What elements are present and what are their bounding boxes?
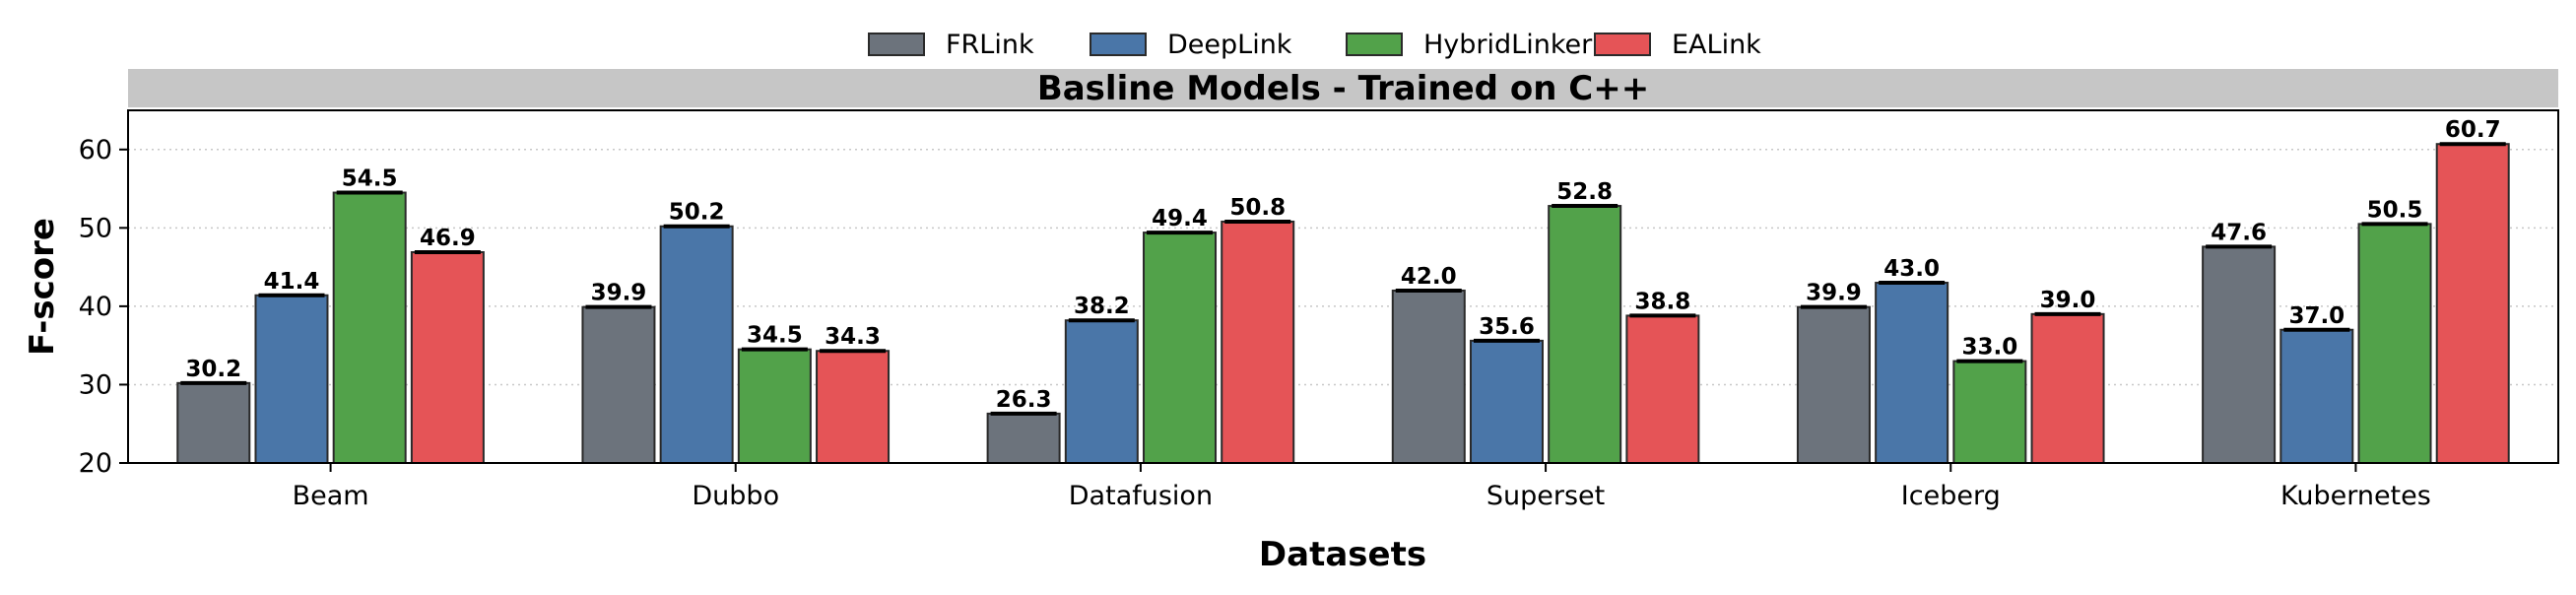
x-tick-label: Dubbo bbox=[692, 481, 779, 511]
legend-label: HybridLinker bbox=[1423, 30, 1593, 60]
legend-item-ealink: EALink bbox=[1594, 30, 1761, 60]
data-label: 39.9 bbox=[1806, 281, 1862, 306]
y-tick-label: 20 bbox=[79, 448, 112, 479]
bar-frlink-kubernetes bbox=[2202, 245, 2277, 464]
data-label: 50.2 bbox=[669, 200, 725, 226]
data-label: 46.9 bbox=[420, 226, 476, 251]
data-label: 52.8 bbox=[1556, 179, 1613, 205]
legend-swatch bbox=[1594, 33, 1651, 56]
bar-deeplink-superset bbox=[1469, 339, 1544, 465]
data-label: 37.0 bbox=[2288, 303, 2345, 329]
chart-title: Basline Models - Trained on C++ bbox=[1037, 69, 1649, 108]
x-tick-label: Iceberg bbox=[1901, 481, 2001, 511]
data-labels: 30.2 41.4 54.5 46.9 39.9 50.2 34.5 34.3 26.3 38.2… bbox=[185, 117, 2500, 413]
data-label: 50.5 bbox=[2367, 197, 2423, 223]
y-tick-label: 30 bbox=[79, 369, 112, 400]
data-label: 34.3 bbox=[825, 324, 881, 350]
y-axis-label: F-score bbox=[23, 218, 62, 356]
y-tick-label: 60 bbox=[79, 135, 112, 165]
data-label: 39.0 bbox=[2040, 288, 2096, 313]
bar-hybridlinker-datafusion bbox=[1143, 231, 1218, 464]
bar-ealink-iceberg bbox=[2030, 312, 2105, 464]
x-axis: Beam Dubbo Datafusion Superset Iceberg Kubern… bbox=[293, 463, 2431, 511]
x-tick-label: Superset bbox=[1486, 481, 1605, 511]
y-tick-label: 50 bbox=[79, 213, 112, 243]
data-label: 35.6 bbox=[1479, 314, 1535, 340]
bar-hybridlinker-iceberg bbox=[1952, 360, 2027, 465]
x-tick-label: Kubernetes bbox=[2280, 481, 2431, 511]
legend-swatch bbox=[1346, 33, 1403, 56]
bar-deeplink-iceberg bbox=[1875, 282, 1949, 464]
y-axis: 20 30 40 50 60 bbox=[79, 135, 128, 479]
legend: FRLink DeepLink HybridLinker EALink bbox=[868, 30, 1761, 60]
bar-ealink-kubernetes bbox=[2435, 143, 2510, 464]
x-tick-label: Beam bbox=[293, 481, 369, 511]
bar-ealink-dubbo bbox=[816, 350, 891, 465]
x-axis-label: Datasets bbox=[1259, 535, 1426, 574]
data-label: 49.4 bbox=[1152, 206, 1208, 231]
bar-ealink-superset bbox=[1625, 314, 1700, 464]
plot-frame bbox=[127, 109, 2559, 464]
bar-deeplink-kubernetes bbox=[2279, 328, 2354, 464]
data-label: 50.8 bbox=[1229, 195, 1286, 221]
y-tick-label: 40 bbox=[79, 292, 112, 322]
data-label: 47.6 bbox=[2211, 220, 2267, 245]
data-label: 26.3 bbox=[996, 387, 1052, 413]
title-strip bbox=[128, 69, 2558, 107]
data-label: 43.0 bbox=[1883, 256, 1940, 282]
bar-deeplink-dubbo bbox=[659, 225, 734, 464]
bar-frlink-superset bbox=[1391, 289, 1466, 464]
data-label: 60.7 bbox=[2445, 117, 2501, 143]
bar-hybridlinker-superset bbox=[1548, 205, 1622, 465]
legend-item-deeplink: DeepLink bbox=[1090, 30, 1292, 60]
data-label: 41.4 bbox=[264, 269, 320, 295]
bar-frlink-beam bbox=[176, 381, 251, 464]
legend-item-frlink: FRLink bbox=[868, 30, 1034, 60]
bar-frlink-datafusion bbox=[986, 412, 1061, 465]
legend-swatch bbox=[1090, 33, 1147, 56]
data-label: 30.2 bbox=[185, 357, 241, 382]
data-label: 39.9 bbox=[591, 281, 647, 306]
legend-label: FRLink bbox=[946, 30, 1034, 60]
bar-hybridlinker-dubbo bbox=[737, 348, 812, 464]
data-label: 34.5 bbox=[747, 323, 803, 349]
bars bbox=[176, 142, 2510, 465]
bar-frlink-dubbo bbox=[581, 305, 656, 464]
data-label: 54.5 bbox=[342, 166, 398, 192]
x-tick-label: Datafusion bbox=[1069, 481, 1213, 511]
legend-label: EALink bbox=[1672, 30, 1761, 60]
legend-label: DeepLink bbox=[1167, 30, 1292, 60]
bar-ealink-datafusion bbox=[1221, 220, 1295, 464]
bar-ealink-beam bbox=[410, 250, 485, 464]
data-label: 38.8 bbox=[1635, 289, 1691, 314]
data-label: 38.2 bbox=[1074, 294, 1130, 319]
bar-hybridlinker-beam bbox=[332, 191, 407, 465]
gridlines bbox=[128, 149, 2558, 386]
legend-item-hybridlinker: HybridLinker bbox=[1346, 30, 1593, 60]
bar-hybridlinker-kubernetes bbox=[2357, 223, 2432, 464]
legend-swatch bbox=[868, 33, 925, 56]
bar-deeplink-beam bbox=[254, 294, 329, 464]
data-label: 42.0 bbox=[1401, 264, 1457, 290]
data-label: 33.0 bbox=[1961, 335, 2017, 361]
bar-deeplink-datafusion bbox=[1064, 319, 1139, 464]
bar-frlink-iceberg bbox=[1796, 305, 1871, 464]
